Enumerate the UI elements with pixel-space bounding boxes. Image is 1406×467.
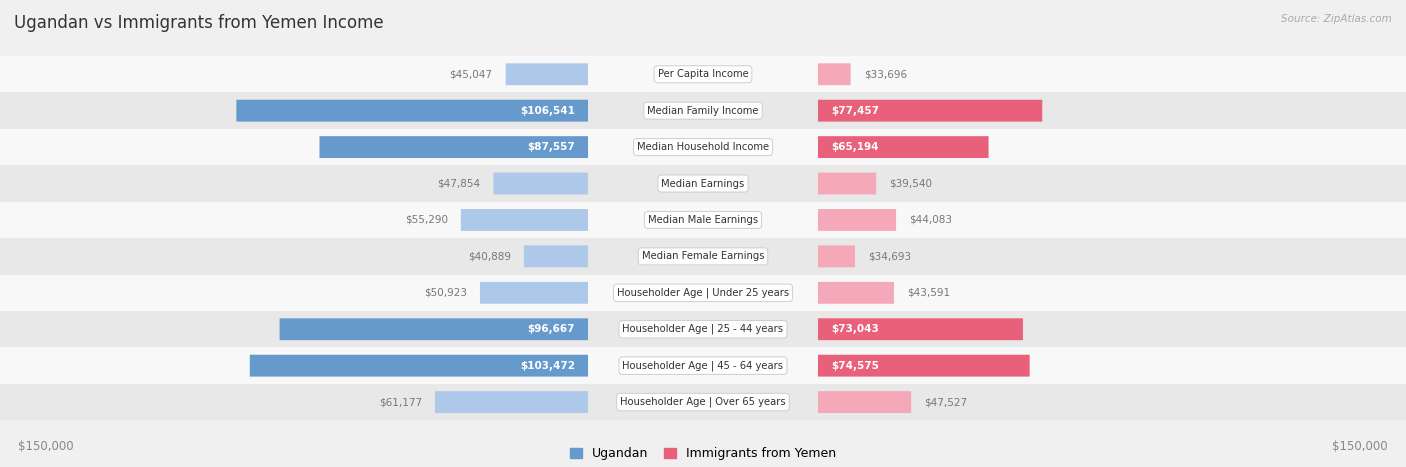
Text: Householder Age | Over 65 years: Householder Age | Over 65 years: [620, 397, 786, 407]
Text: $40,889: $40,889: [468, 251, 510, 262]
Bar: [0, 129, 1406, 165]
Text: $44,083: $44,083: [910, 215, 952, 225]
FancyBboxPatch shape: [250, 355, 588, 376]
FancyBboxPatch shape: [319, 136, 588, 158]
FancyBboxPatch shape: [818, 100, 1042, 121]
FancyBboxPatch shape: [494, 173, 588, 194]
FancyBboxPatch shape: [461, 209, 588, 231]
Text: $96,667: $96,667: [527, 324, 575, 334]
Text: $47,527: $47,527: [924, 397, 967, 407]
Text: Median Household Income: Median Household Income: [637, 142, 769, 152]
FancyBboxPatch shape: [236, 100, 588, 121]
FancyBboxPatch shape: [524, 246, 588, 267]
Text: $50,923: $50,923: [423, 288, 467, 298]
Text: Householder Age | 25 - 44 years: Householder Age | 25 - 44 years: [623, 324, 783, 334]
Legend: Ugandan, Immigrants from Yemen: Ugandan, Immigrants from Yemen: [565, 442, 841, 465]
Text: $39,540: $39,540: [890, 178, 932, 189]
FancyBboxPatch shape: [818, 391, 911, 413]
Text: $47,854: $47,854: [437, 178, 481, 189]
Text: $45,047: $45,047: [450, 69, 492, 79]
FancyBboxPatch shape: [818, 282, 894, 304]
Bar: [0, 165, 1406, 202]
Text: Householder Age | 45 - 64 years: Householder Age | 45 - 64 years: [623, 361, 783, 371]
Text: Median Family Income: Median Family Income: [647, 106, 759, 116]
Text: Median Male Earnings: Median Male Earnings: [648, 215, 758, 225]
Text: $73,043: $73,043: [831, 324, 879, 334]
FancyBboxPatch shape: [434, 391, 588, 413]
Bar: [0, 275, 1406, 311]
Text: $74,575: $74,575: [831, 361, 879, 371]
Bar: [0, 347, 1406, 384]
Text: Source: ZipAtlas.com: Source: ZipAtlas.com: [1281, 14, 1392, 24]
Bar: [0, 311, 1406, 347]
Text: Median Female Earnings: Median Female Earnings: [641, 251, 765, 262]
Text: $106,541: $106,541: [520, 106, 575, 116]
FancyBboxPatch shape: [818, 318, 1024, 340]
Text: Median Earnings: Median Earnings: [661, 178, 745, 189]
Bar: [0, 202, 1406, 238]
FancyBboxPatch shape: [280, 318, 588, 340]
Text: $34,693: $34,693: [868, 251, 911, 262]
Text: Ugandan vs Immigrants from Yemen Income: Ugandan vs Immigrants from Yemen Income: [14, 14, 384, 32]
Bar: [0, 56, 1406, 92]
Text: $65,194: $65,194: [831, 142, 879, 152]
Text: $87,557: $87,557: [527, 142, 575, 152]
FancyBboxPatch shape: [818, 64, 851, 85]
Text: $150,000: $150,000: [1333, 440, 1388, 453]
Text: $61,177: $61,177: [378, 397, 422, 407]
FancyBboxPatch shape: [818, 209, 896, 231]
FancyBboxPatch shape: [479, 282, 588, 304]
FancyBboxPatch shape: [818, 173, 876, 194]
Text: $150,000: $150,000: [18, 440, 73, 453]
FancyBboxPatch shape: [506, 64, 588, 85]
FancyBboxPatch shape: [818, 136, 988, 158]
Bar: [0, 384, 1406, 420]
Text: $33,696: $33,696: [863, 69, 907, 79]
Text: Householder Age | Under 25 years: Householder Age | Under 25 years: [617, 288, 789, 298]
FancyBboxPatch shape: [818, 246, 855, 267]
Text: $103,472: $103,472: [520, 361, 575, 371]
Bar: [0, 92, 1406, 129]
Text: $55,290: $55,290: [405, 215, 447, 225]
FancyBboxPatch shape: [818, 355, 1029, 376]
Text: $43,591: $43,591: [907, 288, 950, 298]
Text: Per Capita Income: Per Capita Income: [658, 69, 748, 79]
Text: $77,457: $77,457: [831, 106, 879, 116]
Bar: [0, 238, 1406, 275]
